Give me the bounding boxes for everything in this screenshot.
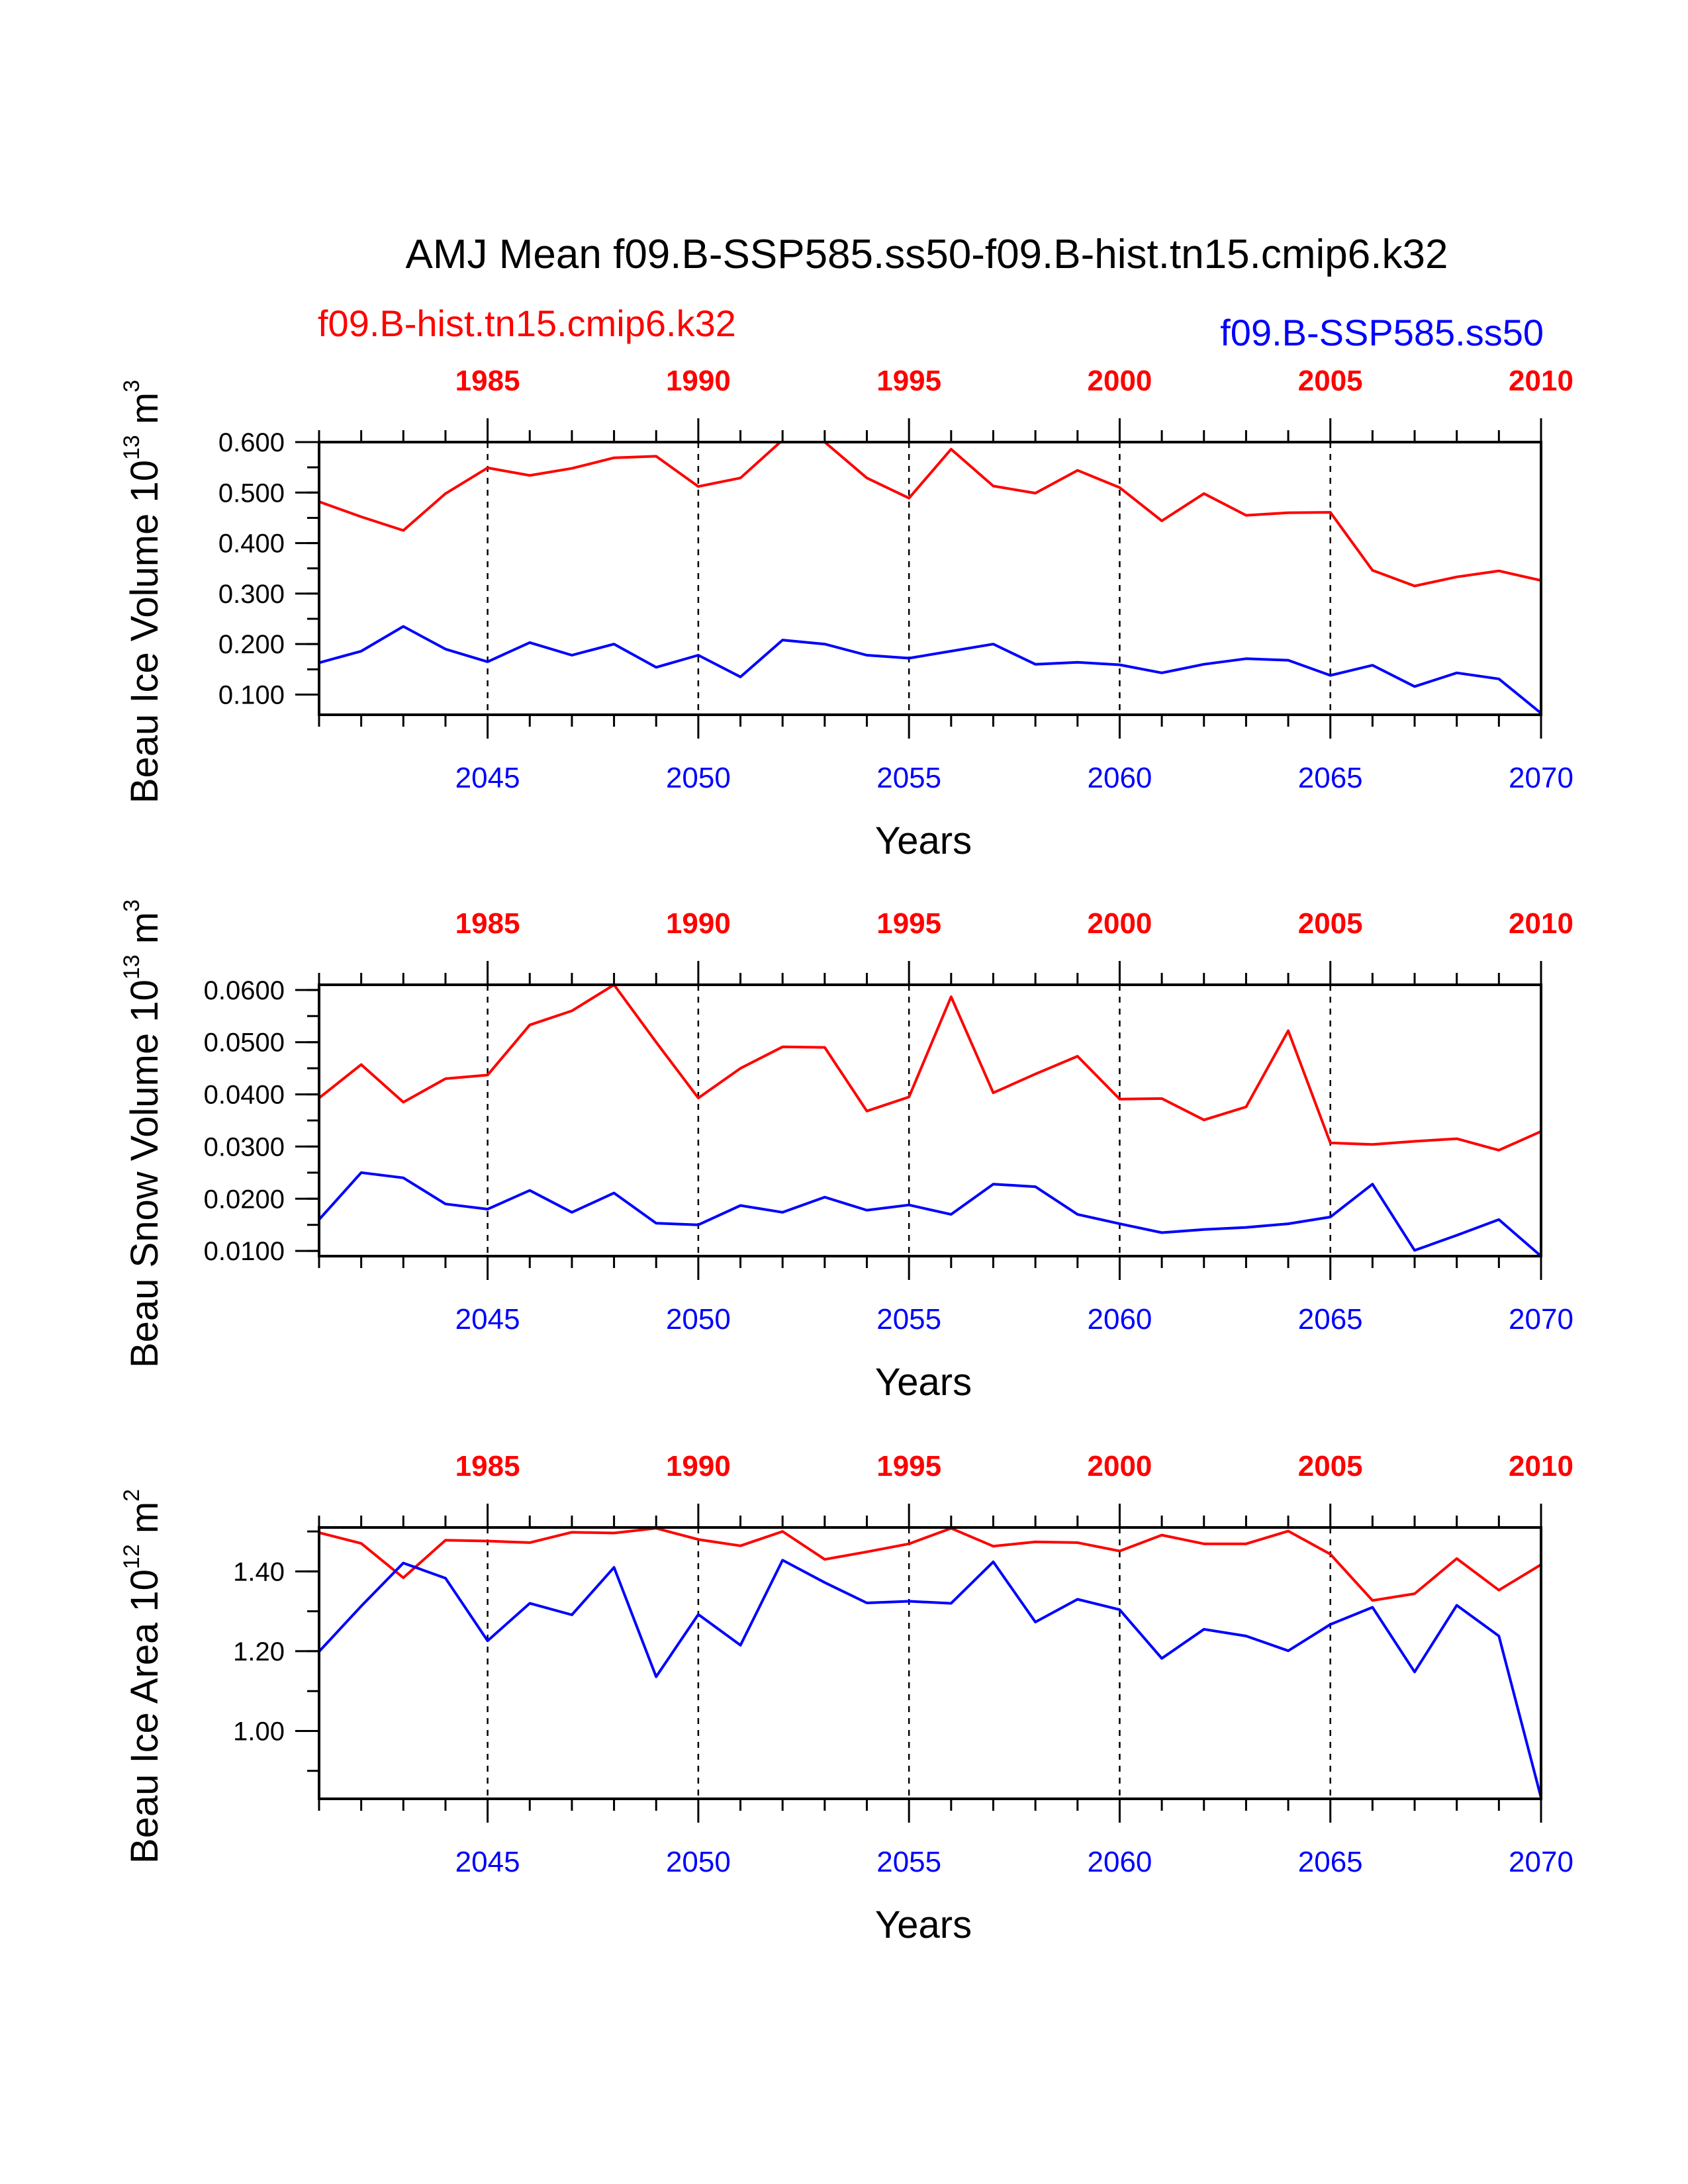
y-axis-title: Beau Ice Volume 1013 m3	[119, 380, 166, 803]
y-tick-label: 0.0100	[204, 1237, 285, 1266]
y-axis-title-superscript: 13	[119, 954, 144, 979]
y-axis-title-text: m	[123, 912, 166, 954]
y-axis-title-superscript: 2	[119, 1489, 144, 1502]
y-tick-label: 0.0400	[204, 1081, 285, 1110]
top-tick-label: 2005	[1298, 907, 1363, 940]
y-tick-label: 0.0500	[204, 1028, 285, 1058]
y-tick-label: 1.20	[233, 1637, 285, 1666]
bottom-tick-label: 2065	[1298, 1846, 1363, 1878]
bottom-tick-label: 2055	[876, 1303, 941, 1336]
y-tick-label: 1.40	[233, 1557, 285, 1586]
panels: 2045 2050 2055 2060 2065 2070 1985 1990 1995 2000…	[119, 365, 1573, 1946]
hist-series-label: f09.B-hist.tn15.cmip6.k32	[318, 302, 736, 344]
bottom-tick-label: 2060	[1088, 762, 1152, 794]
top-tick-label: 1995	[876, 1450, 941, 1482]
bottom-tick-label: 2055	[876, 1846, 941, 1878]
top-tick-label: 2000	[1088, 1450, 1152, 1482]
bottom-tick-label: 2060	[1088, 1846, 1152, 1878]
y-tick-label: 0.400	[218, 529, 285, 559]
series-line-hist	[319, 985, 1541, 1152]
top-tick-label: 2010	[1509, 365, 1573, 397]
y-tick-label: 0.0600	[204, 976, 285, 1005]
bottom-tick-label: 2065	[1298, 762, 1363, 794]
bottom-tick-label: 2045	[455, 1303, 520, 1336]
y-axis-title-superscript: 13	[119, 435, 144, 460]
bottom-tick-label: 2055	[876, 762, 941, 794]
top-tick-label: 1995	[876, 365, 941, 397]
x-axis-title: Years	[875, 1361, 972, 1404]
y-axis-title-text: Beau Ice Volume 10	[123, 460, 166, 803]
bottom-tick-label: 2065	[1298, 1303, 1363, 1336]
series-line-hist	[319, 1527, 1541, 1602]
y-tick-label: 0.600	[218, 428, 285, 457]
series-line-ssp	[319, 1559, 1541, 1798]
top-tick-label: 1990	[666, 1450, 731, 1482]
y-tick-label: 0.0300	[204, 1132, 285, 1161]
ssp-series-label: f09.B-SSP585.ss50	[1220, 312, 1544, 353]
panel-3: 2045 2050 2055 2060 2065 2070 1985 1990 1995 2000…	[119, 1450, 1573, 1946]
top-tick-label: 2000	[1088, 907, 1152, 940]
panel-2: 2045 2050 2055 2060 2065 2070 1985 1990 1995 2000…	[119, 899, 1573, 1404]
y-tick-label: 0.0200	[204, 1185, 285, 1214]
y-axis-title-superscript: 12	[119, 1544, 144, 1569]
series-line-ssp	[319, 625, 1541, 715]
top-tick-label: 2005	[1298, 365, 1363, 397]
y-axis-title-superscript: 3	[119, 380, 144, 392]
y-tick-label: 0.100	[218, 680, 285, 709]
bottom-tick-label: 2070	[1509, 1303, 1573, 1336]
top-tick-label: 1990	[666, 907, 731, 940]
bottom-tick-label: 2045	[455, 1846, 520, 1878]
top-tick-label: 1985	[455, 907, 520, 940]
bottom-tick-label: 2045	[455, 762, 520, 794]
plot-frame	[318, 441, 1542, 716]
bottom-tick-label: 2060	[1088, 1303, 1152, 1336]
series-line-ssp	[319, 1171, 1541, 1256]
top-tick-label: 1985	[455, 365, 520, 397]
x-axis-title: Years	[875, 819, 972, 862]
top-tick-label: 1995	[876, 907, 941, 940]
y-tick-label: 0.500	[218, 478, 285, 508]
bottom-tick-label: 2070	[1509, 762, 1573, 794]
plot-frame	[318, 983, 1542, 1257]
bottom-tick-label: 2050	[666, 762, 731, 794]
y-axis-title-text: Beau Ice Area 10	[123, 1569, 166, 1864]
top-tick-label: 1985	[455, 1450, 520, 1482]
y-axis-title-superscript: 3	[119, 899, 144, 912]
chart-title: AMJ Mean f09.B-SSP585.ss50-f09.B-hist.tn…	[406, 232, 1448, 277]
y-tick-label: 0.200	[218, 630, 285, 659]
top-tick-label: 2010	[1509, 907, 1573, 940]
top-tick-label: 1990	[666, 365, 731, 397]
bottom-tick-label: 2050	[666, 1303, 731, 1336]
bottom-tick-label: 2070	[1509, 1846, 1573, 1878]
series-line-hist	[319, 442, 1541, 588]
y-axis-title-text: m	[123, 1502, 166, 1544]
bottom-tick-label: 2050	[666, 1846, 731, 1878]
top-tick-label: 2005	[1298, 1450, 1363, 1482]
y-axis-title-text: m	[123, 392, 166, 435]
top-tick-label: 2010	[1509, 1450, 1573, 1482]
y-axis-title-text: Beau Snow Volume 10	[123, 979, 166, 1368]
y-axis-title: Beau Ice Area 1012 m2	[119, 1489, 166, 1864]
y-tick-label: 0.300	[218, 580, 285, 609]
panel-1: 2045 2050 2055 2060 2065 2070 1985 1990 1995 2000…	[119, 365, 1573, 862]
y-axis-title: Beau Snow Volume 1013 m3	[119, 899, 166, 1368]
plot-frame	[318, 1526, 1542, 1800]
x-axis-title: Years	[875, 1903, 972, 1946]
y-tick-label: 1.00	[233, 1717, 285, 1747]
top-tick-label: 2000	[1088, 365, 1152, 397]
